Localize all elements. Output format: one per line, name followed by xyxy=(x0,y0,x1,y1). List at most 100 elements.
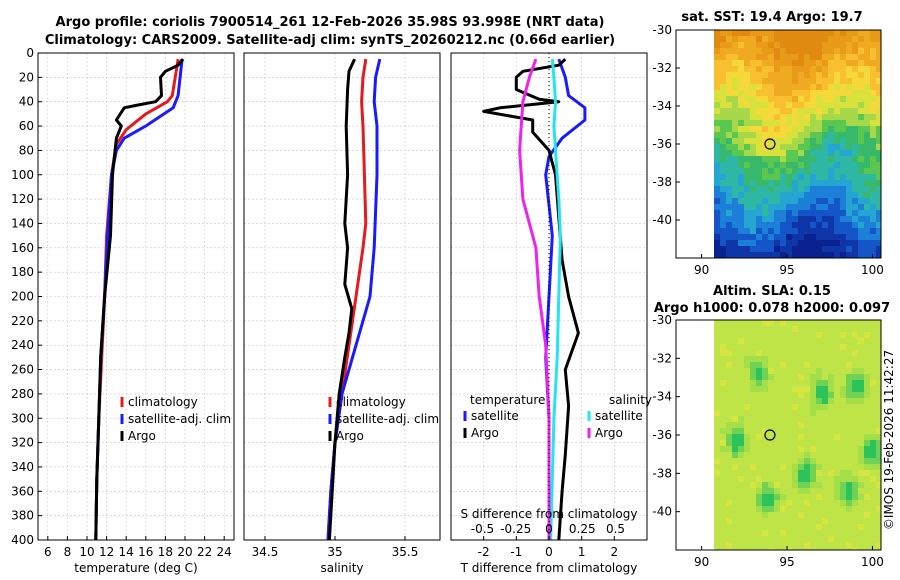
series-s-satellite xyxy=(549,58,562,541)
map-cell xyxy=(876,470,881,476)
map-cell xyxy=(732,482,738,488)
map-cell xyxy=(738,524,744,530)
map-cell xyxy=(798,536,804,542)
map-cell xyxy=(816,410,822,416)
map-cell xyxy=(792,410,798,416)
map-cell xyxy=(858,240,864,246)
map-cell xyxy=(714,446,720,452)
map-cell xyxy=(876,458,881,464)
map-cell xyxy=(768,30,774,36)
map-cell xyxy=(714,326,720,332)
map-cell xyxy=(864,222,870,228)
map-cell xyxy=(822,404,828,410)
map-cell xyxy=(768,180,774,186)
map-cell xyxy=(858,410,864,416)
map-cell xyxy=(804,36,810,42)
map-cell xyxy=(774,204,780,210)
map-cell xyxy=(804,404,810,410)
map-cell xyxy=(792,500,798,506)
map-cell xyxy=(804,422,810,428)
map-cell xyxy=(744,542,750,548)
map-cell xyxy=(726,54,732,60)
map-cell xyxy=(846,78,852,84)
map-cell xyxy=(780,156,786,162)
map-cell xyxy=(768,326,774,332)
map-cell xyxy=(852,156,858,162)
map-cell xyxy=(858,512,864,518)
map-cell xyxy=(870,138,876,144)
map-cell xyxy=(840,222,846,228)
map-cell xyxy=(780,222,786,228)
map-cell xyxy=(726,320,732,326)
map-cell xyxy=(846,320,852,326)
map-cell xyxy=(714,374,720,380)
map-cell xyxy=(726,174,732,180)
map-cell xyxy=(732,494,738,500)
map-cell xyxy=(846,404,852,410)
map-cell xyxy=(804,320,810,326)
map-cell xyxy=(768,210,774,216)
map-cell xyxy=(768,470,774,476)
map-cell xyxy=(738,198,744,204)
x-tick-label: 16 xyxy=(138,545,153,559)
map-cell xyxy=(846,204,852,210)
map-cell xyxy=(870,120,876,126)
map-cell xyxy=(858,156,864,162)
map-cell xyxy=(726,252,732,258)
map-cell xyxy=(852,144,858,150)
map-cell xyxy=(756,332,762,338)
map-cell xyxy=(846,356,852,362)
map-cell xyxy=(762,186,768,192)
map-cell xyxy=(858,66,864,72)
map-cell xyxy=(744,500,750,506)
map-cell xyxy=(786,174,792,180)
map-cell xyxy=(774,518,780,524)
map-cell xyxy=(870,530,876,536)
map-cell xyxy=(756,150,762,156)
map-cell xyxy=(732,500,738,506)
x-tick-label: 2 xyxy=(611,545,619,559)
map-cell xyxy=(810,90,816,96)
map-cell xyxy=(840,542,846,548)
map-cell xyxy=(732,234,738,240)
map-cell xyxy=(804,542,810,548)
map-cell xyxy=(798,350,804,356)
map-cell xyxy=(822,344,828,350)
map-cell xyxy=(810,72,816,78)
map-cell xyxy=(732,96,738,102)
map-cell xyxy=(828,446,834,452)
map-cell xyxy=(858,30,864,36)
map-cell xyxy=(822,210,828,216)
map-cell xyxy=(798,356,804,362)
map-cell xyxy=(744,84,750,90)
map-cell xyxy=(744,470,750,476)
map-cell xyxy=(798,66,804,72)
map-cell xyxy=(744,138,750,144)
map-cell xyxy=(720,90,726,96)
x-tick-label: 34.5 xyxy=(252,545,279,559)
x-tick-label: 20 xyxy=(177,545,192,559)
map-cell xyxy=(864,494,870,500)
map-cell xyxy=(822,416,828,422)
map-cell xyxy=(798,326,804,332)
map-cell xyxy=(858,72,864,78)
map-cell xyxy=(816,150,822,156)
map-cell xyxy=(834,542,840,548)
map-cell xyxy=(864,350,870,356)
map-cell xyxy=(774,458,780,464)
map-cell xyxy=(726,42,732,48)
map-cell xyxy=(738,470,744,476)
map-cell xyxy=(744,126,750,132)
map-cell xyxy=(756,42,762,48)
map-cell xyxy=(804,518,810,524)
map-cell xyxy=(816,320,822,326)
map-cell xyxy=(846,234,852,240)
map-cell xyxy=(780,356,786,362)
map-cell xyxy=(816,90,822,96)
map-cell xyxy=(774,512,780,518)
map-cell xyxy=(768,246,774,252)
map-cell xyxy=(828,362,834,368)
map-cell xyxy=(744,114,750,120)
map-cell xyxy=(792,326,798,332)
map-cell xyxy=(870,78,876,84)
